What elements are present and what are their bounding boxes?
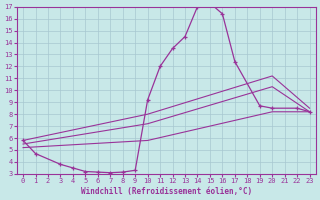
X-axis label: Windchill (Refroidissement éolien,°C): Windchill (Refroidissement éolien,°C) [81, 187, 252, 196]
